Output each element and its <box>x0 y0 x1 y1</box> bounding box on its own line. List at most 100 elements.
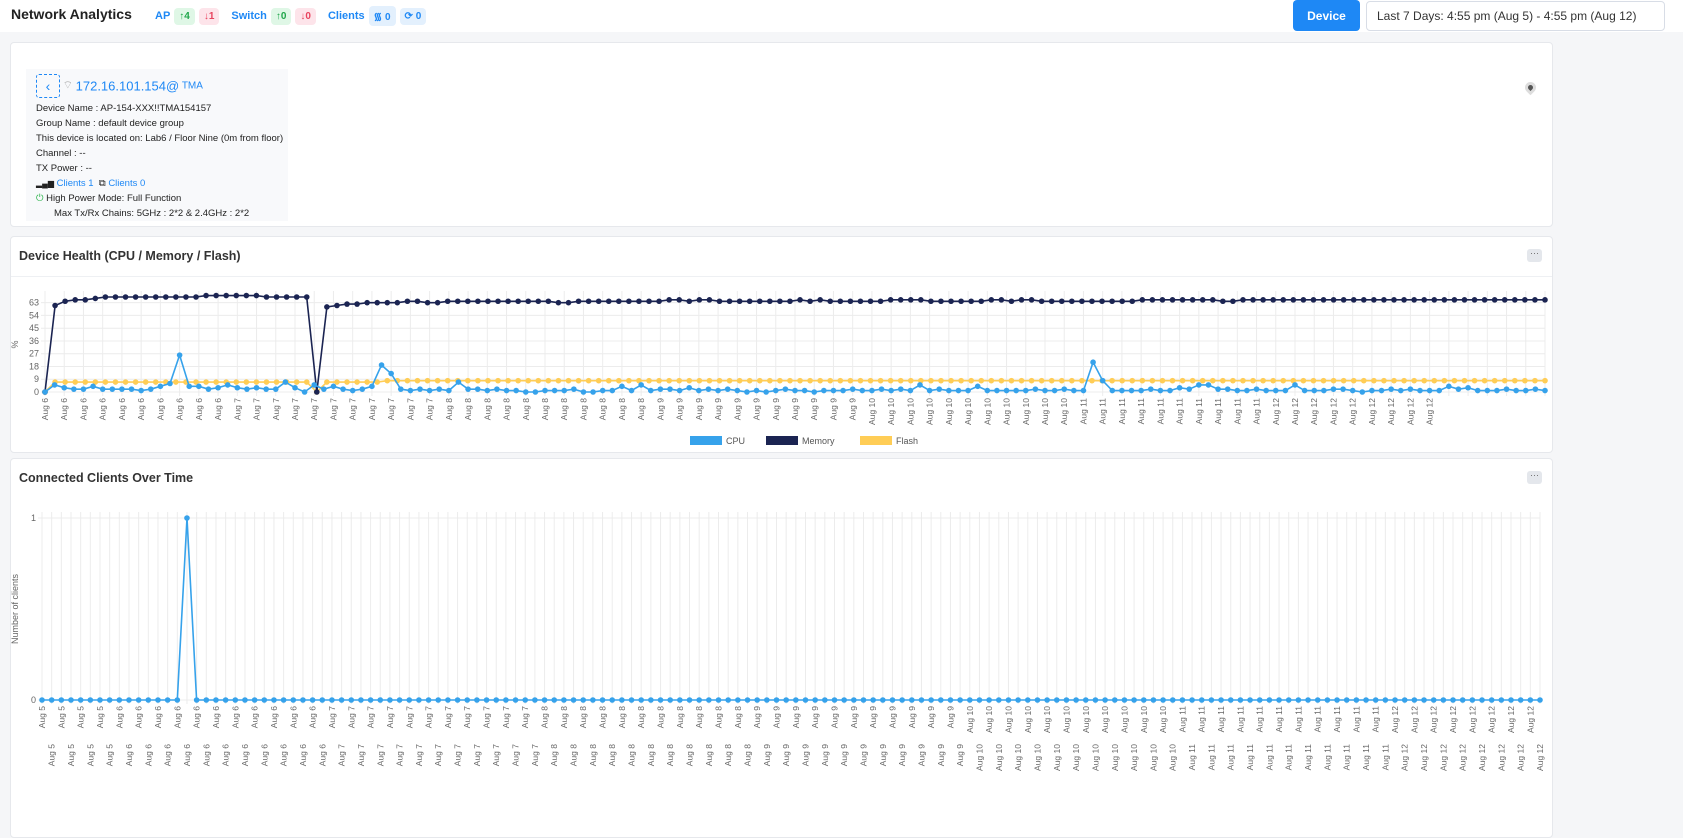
data-point[interactable] <box>787 377 793 384</box>
data-point[interactable] <box>1186 386 1193 392</box>
data-point[interactable] <box>1247 697 1253 703</box>
legend-swatch-memory[interactable] <box>766 436 798 445</box>
data-point[interactable] <box>174 697 181 703</box>
data-point[interactable] <box>374 379 381 385</box>
data-point[interactable] <box>988 377 995 384</box>
data-point[interactable] <box>1522 387 1529 394</box>
data-point[interactable] <box>897 297 904 303</box>
data-point[interactable] <box>1451 377 1458 384</box>
data-point[interactable] <box>1237 697 1244 703</box>
data-point[interactable] <box>112 379 119 385</box>
data-point[interactable] <box>213 292 219 299</box>
data-point[interactable] <box>636 377 642 384</box>
data-point[interactable] <box>1266 697 1273 703</box>
data-point[interactable] <box>1224 386 1231 392</box>
data-point[interactable] <box>657 386 664 392</box>
data-point[interactable] <box>686 697 693 703</box>
data-point[interactable] <box>807 377 813 384</box>
data-point[interactable] <box>1102 697 1108 703</box>
data-point[interactable] <box>767 377 773 384</box>
data-point[interactable] <box>444 298 451 305</box>
data-point[interactable] <box>706 377 713 384</box>
data-point[interactable] <box>787 298 793 305</box>
data-point[interactable] <box>605 377 612 384</box>
legend-swatch-flash[interactable] <box>860 436 892 445</box>
data-point[interactable] <box>897 377 904 384</box>
data-point[interactable] <box>1189 377 1196 384</box>
data-point[interactable] <box>203 379 209 385</box>
data-point[interactable] <box>1131 697 1137 703</box>
data-point[interactable] <box>1109 387 1116 394</box>
data-point[interactable] <box>782 386 789 392</box>
data-point[interactable] <box>1421 297 1427 303</box>
data-point[interactable] <box>1532 297 1538 303</box>
data-point[interactable] <box>1330 386 1337 392</box>
data-point[interactable] <box>716 377 723 384</box>
data-point[interactable] <box>1455 386 1462 392</box>
data-point[interactable] <box>1063 697 1070 703</box>
data-point[interactable] <box>142 294 149 300</box>
data-point[interactable] <box>1392 697 1398 703</box>
data-point[interactable] <box>243 292 250 299</box>
data-point[interactable] <box>928 377 934 384</box>
data-point[interactable] <box>173 294 179 300</box>
data-point[interactable] <box>1363 697 1369 703</box>
data-point[interactable] <box>840 387 846 394</box>
data-point[interactable] <box>344 301 350 307</box>
data-point[interactable] <box>1430 697 1437 703</box>
data-point[interactable] <box>715 387 721 394</box>
data-point[interactable] <box>812 697 818 703</box>
data-point[interactable] <box>777 298 783 305</box>
data-point[interactable] <box>1038 377 1045 384</box>
data-point[interactable] <box>1147 386 1154 392</box>
data-point[interactable] <box>184 515 190 521</box>
data-point[interactable] <box>965 387 971 394</box>
data-point[interactable] <box>1300 377 1307 384</box>
data-point[interactable] <box>1371 297 1377 303</box>
data-point[interactable] <box>1099 298 1105 305</box>
data-point[interactable] <box>253 379 260 385</box>
data-point[interactable] <box>551 387 558 394</box>
data-point[interactable] <box>705 386 712 392</box>
data-point[interactable] <box>485 298 491 305</box>
data-point[interactable] <box>1378 387 1385 394</box>
data-point[interactable] <box>1491 377 1498 384</box>
data-point[interactable] <box>595 377 602 384</box>
data-point[interactable] <box>753 387 760 394</box>
data-point[interactable] <box>344 379 350 385</box>
data-point[interactable] <box>657 697 664 703</box>
data-point[interactable] <box>1391 297 1397 303</box>
data-point[interactable] <box>97 697 103 703</box>
data-point[interactable] <box>301 389 308 395</box>
data-point[interactable] <box>303 294 310 300</box>
data-point[interactable] <box>1350 377 1357 384</box>
data-point[interactable] <box>414 377 421 384</box>
data-point[interactable] <box>1310 377 1317 384</box>
data-point[interactable] <box>1022 387 1029 394</box>
data-point[interactable] <box>424 377 431 384</box>
data-point[interactable] <box>1513 387 1519 394</box>
data-point[interactable] <box>503 697 509 703</box>
data-point[interactable] <box>1381 297 1387 303</box>
data-point[interactable] <box>1058 298 1065 305</box>
data-point[interactable] <box>535 298 542 305</box>
data-point[interactable] <box>532 697 538 703</box>
data-point[interactable] <box>889 697 896 703</box>
data-point[interactable] <box>464 697 471 703</box>
data-point[interactable] <box>1109 377 1115 384</box>
data-point[interactable] <box>92 295 99 302</box>
data-point[interactable] <box>1474 387 1481 394</box>
back-button[interactable]: ‹ <box>36 74 60 98</box>
data-point[interactable] <box>851 697 857 703</box>
data-point[interactable] <box>1058 377 1065 384</box>
data-point[interactable] <box>1199 297 1206 303</box>
data-point[interactable] <box>988 297 995 303</box>
data-point[interactable] <box>324 304 330 310</box>
data-point[interactable] <box>176 352 183 358</box>
data-point[interactable] <box>311 382 318 388</box>
data-point[interactable] <box>384 377 391 384</box>
data-point[interactable] <box>1240 297 1246 303</box>
data-point[interactable] <box>1371 377 1377 384</box>
data-point[interactable] <box>404 298 411 305</box>
data-point[interactable] <box>1451 297 1458 303</box>
